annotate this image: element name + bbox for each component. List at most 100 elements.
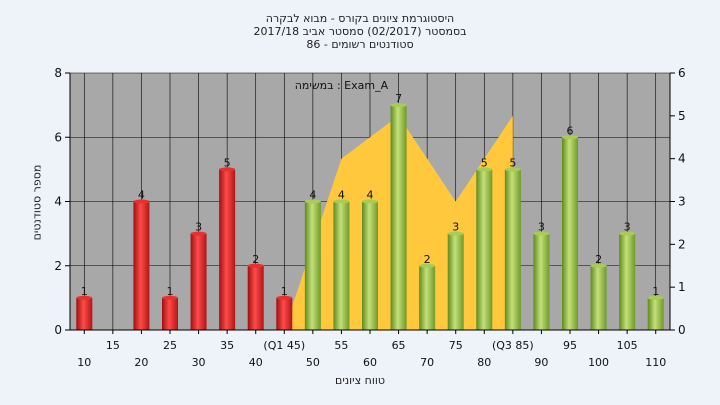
chart-title-line-1: היסטוגרמת ציונים בקורס - מבוא לבקרה bbox=[265, 12, 455, 25]
data-label: 1 bbox=[652, 285, 659, 298]
bar-top bbox=[247, 263, 264, 268]
bar bbox=[447, 233, 464, 330]
bar-top bbox=[276, 295, 293, 300]
x-axis-tick-label: 30 bbox=[192, 356, 206, 369]
data-label: 2 bbox=[595, 253, 602, 266]
bar bbox=[362, 201, 378, 330]
bar-top bbox=[333, 199, 350, 204]
x-axis-tick-label: (Q3 85) bbox=[492, 339, 534, 352]
bar bbox=[504, 169, 521, 330]
x-axis-tick-label: 60 bbox=[363, 356, 377, 369]
x-axis-tick-label: 105 bbox=[617, 339, 638, 352]
bar-top bbox=[619, 231, 636, 236]
bar bbox=[390, 105, 407, 330]
left-axis-tick-label: 2 bbox=[54, 259, 62, 273]
bar-top bbox=[533, 231, 550, 236]
bar bbox=[419, 265, 436, 330]
x-axis-title: טווח ציונים bbox=[335, 374, 385, 387]
x-axis-tick-label: 80 bbox=[477, 356, 491, 369]
data-label: 2 bbox=[252, 253, 259, 266]
data-label: 4 bbox=[338, 189, 345, 202]
x-axis-tick-label: 10 bbox=[77, 356, 91, 369]
right-axis-tick-label: 3 bbox=[678, 195, 686, 209]
x-axis-tick-label: 50 bbox=[306, 356, 320, 369]
data-label: 6 bbox=[567, 124, 574, 137]
bar bbox=[276, 297, 293, 330]
x-axis-tick-label: 55 bbox=[334, 339, 348, 352]
bar bbox=[304, 201, 321, 330]
right-axis-tick-label: 1 bbox=[678, 280, 686, 294]
x-axis-tick-label: 40 bbox=[249, 356, 263, 369]
left-axis-tick-label: 8 bbox=[54, 66, 62, 80]
bar bbox=[162, 297, 178, 330]
bar-top bbox=[76, 295, 93, 300]
data-label: 1 bbox=[281, 285, 288, 298]
bar bbox=[590, 265, 607, 330]
x-axis-tick-label: 20 bbox=[134, 356, 148, 369]
left-axis-tick-label: 6 bbox=[54, 130, 62, 144]
bar-top bbox=[504, 167, 521, 172]
right-axis-tick-label: 6 bbox=[678, 66, 686, 80]
bar-top bbox=[390, 103, 407, 108]
data-label: 4 bbox=[367, 189, 374, 202]
chart-annotation: במשימה : Exam_A bbox=[295, 79, 389, 92]
bar-top bbox=[304, 199, 321, 204]
x-axis-tick-label: 15 bbox=[106, 339, 120, 352]
data-label: 4 bbox=[138, 189, 145, 202]
bar-top bbox=[362, 199, 378, 204]
bar-top bbox=[647, 295, 664, 300]
data-label: 1 bbox=[167, 285, 174, 298]
y-axis-title: מספר סטודנטים bbox=[30, 164, 44, 241]
bar bbox=[247, 265, 264, 330]
chart-title-line-3: סטודנטים רשומים - 86 bbox=[306, 38, 414, 51]
bar bbox=[76, 297, 93, 330]
right-axis-tick-label: 5 bbox=[678, 109, 686, 123]
bar bbox=[333, 201, 350, 330]
chart-title-line-2: בסמסטר (02/2017) סמסטר אביב 2017/18 bbox=[253, 25, 467, 38]
data-label: 1 bbox=[81, 285, 88, 298]
left-axis-tick-label: 4 bbox=[54, 195, 62, 209]
data-label: 5 bbox=[509, 156, 516, 169]
data-label: 5 bbox=[224, 156, 231, 169]
bar-top bbox=[590, 263, 607, 268]
left-axis-tick-label: 0 bbox=[54, 323, 62, 337]
data-label: 3 bbox=[624, 221, 631, 234]
right-axis-tick-label: 0 bbox=[678, 323, 686, 337]
data-label: 5 bbox=[481, 156, 488, 169]
bar bbox=[476, 169, 493, 330]
x-axis-tick-label: 75 bbox=[449, 339, 463, 352]
x-axis-tick-label: 100 bbox=[588, 356, 609, 369]
bar bbox=[619, 233, 636, 330]
x-axis-tick-label: 90 bbox=[534, 356, 548, 369]
bar-top bbox=[476, 167, 493, 172]
bar bbox=[133, 201, 150, 330]
bar bbox=[533, 233, 550, 330]
data-label: 7 bbox=[395, 92, 402, 105]
right-axis-tick-label: 2 bbox=[678, 237, 686, 251]
bar bbox=[219, 169, 236, 330]
bar-top bbox=[447, 231, 464, 236]
bar-top bbox=[162, 295, 178, 300]
bar-top bbox=[562, 135, 578, 140]
data-label: 4 bbox=[309, 189, 316, 202]
bar bbox=[190, 233, 207, 330]
right-axis-tick-label: 4 bbox=[678, 152, 686, 166]
bar bbox=[647, 297, 664, 330]
x-axis-tick-label: 95 bbox=[563, 339, 577, 352]
x-axis-tick-label: 25 bbox=[163, 339, 177, 352]
bar bbox=[562, 137, 578, 330]
bar-top bbox=[133, 199, 150, 204]
data-label: 3 bbox=[538, 221, 545, 234]
x-axis-tick-label: 35 bbox=[220, 339, 234, 352]
bar-top bbox=[419, 263, 436, 268]
data-label: 2 bbox=[424, 253, 431, 266]
x-axis-tick-label: 110 bbox=[645, 356, 666, 369]
bar-top bbox=[190, 231, 207, 236]
data-label: 3 bbox=[452, 221, 459, 234]
bar-top bbox=[219, 167, 236, 172]
x-axis-tick-label: 70 bbox=[420, 356, 434, 369]
x-axis-tick-label: 65 bbox=[392, 339, 406, 352]
data-label: 3 bbox=[195, 221, 202, 234]
x-axis-tick-label: (Q1 45) bbox=[263, 339, 305, 352]
